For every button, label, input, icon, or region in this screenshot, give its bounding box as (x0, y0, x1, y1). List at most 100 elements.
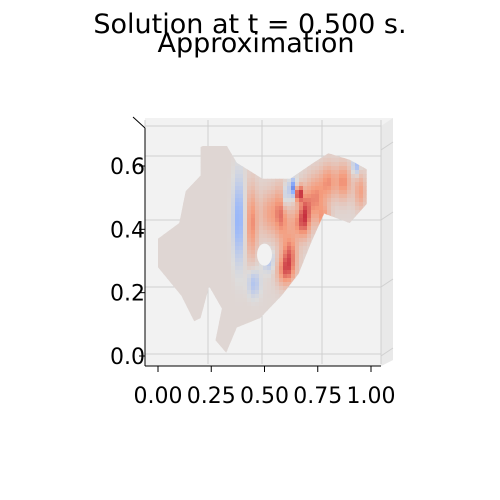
field-cell (279, 286, 284, 291)
field-cell (311, 222, 316, 227)
field-cell (291, 190, 296, 195)
field-cell (191, 210, 196, 215)
field-cell (331, 158, 336, 163)
field-cell (199, 154, 204, 159)
field-cell (351, 182, 356, 187)
field-cell (319, 214, 324, 219)
field-cell (215, 290, 220, 295)
field-cell (223, 302, 228, 307)
field-cell (171, 230, 176, 235)
field-cell (215, 270, 220, 275)
field-cell (263, 206, 268, 211)
x-tick-label: 0.25 (187, 384, 236, 409)
field-cell (267, 178, 272, 183)
field-cell (283, 230, 288, 235)
field-cell (323, 178, 328, 183)
field-cell (195, 194, 200, 199)
field-cell (243, 226, 248, 231)
field-cell (203, 258, 208, 263)
field-cell (199, 158, 204, 163)
field-cell (235, 234, 240, 239)
field-cell (259, 230, 264, 235)
field-cell (255, 274, 260, 279)
field-cell (183, 270, 188, 275)
field-cell (311, 190, 316, 195)
field-cell (351, 210, 356, 215)
domain-hole (257, 243, 272, 266)
field-cell (335, 170, 340, 175)
field-cell (347, 162, 352, 167)
field-cell (255, 178, 260, 183)
field-cell (331, 190, 336, 195)
field-cell (171, 238, 176, 243)
field-cell (307, 170, 312, 175)
field-cell (227, 222, 232, 227)
field-cell (303, 218, 308, 223)
field-cell (283, 282, 288, 287)
field-cell (319, 162, 324, 167)
field-cell (335, 206, 340, 211)
field-cell (223, 294, 228, 299)
field-cell (323, 158, 328, 163)
field-cell (227, 282, 232, 287)
field-cell (323, 182, 328, 187)
field-cell (319, 186, 324, 191)
field-cell (275, 222, 280, 227)
field-cell (359, 186, 364, 191)
field-cell (363, 182, 367, 187)
field-cell (255, 242, 260, 247)
field-cell (311, 178, 316, 183)
field-cell (283, 182, 288, 187)
field-cell (267, 230, 272, 235)
field-cell (183, 282, 188, 287)
field-cell (211, 282, 216, 287)
field-cell (239, 306, 244, 311)
field-cell (219, 298, 224, 303)
field-cell (295, 258, 300, 263)
field-cell (295, 254, 300, 259)
field-cell (359, 194, 364, 199)
field-cell (327, 174, 332, 179)
field-cell (195, 294, 200, 299)
field-cell (263, 202, 268, 207)
field-cell (255, 186, 260, 191)
field-cell (291, 254, 296, 259)
field-cell (203, 246, 208, 251)
field-cell (303, 210, 308, 215)
field-cell (251, 274, 256, 279)
field-cell (343, 214, 348, 219)
field-cell (267, 302, 272, 307)
field-cell (343, 162, 348, 167)
field-cell (199, 222, 204, 227)
field-cell (219, 150, 224, 155)
field-cell (195, 226, 200, 231)
field-cell (263, 226, 268, 231)
field-cell (227, 246, 232, 251)
field-cell (291, 182, 296, 187)
x-tick-label: 1.00 (347, 384, 396, 409)
field-cell (259, 282, 264, 287)
field-cell (287, 278, 292, 283)
field-cell (343, 218, 348, 223)
field-cell (207, 154, 212, 159)
field-cell (227, 150, 232, 155)
field-cell (199, 242, 204, 247)
field-cell (163, 234, 168, 239)
field-cell (347, 198, 352, 203)
field-cell (231, 214, 236, 219)
field-cell (247, 242, 252, 247)
field-cell (283, 186, 288, 191)
field-cell (359, 190, 364, 195)
field-cell (287, 226, 292, 231)
field-cell (243, 182, 248, 187)
field-cell (215, 286, 220, 291)
field-cell (287, 254, 292, 259)
field-cell (311, 210, 316, 215)
field-cell (227, 262, 232, 267)
field-cell (259, 314, 264, 319)
field-cell (243, 282, 248, 287)
field-cell (211, 166, 216, 171)
field-cell (243, 290, 248, 295)
field-cell (263, 210, 268, 215)
field-cell (315, 170, 320, 175)
